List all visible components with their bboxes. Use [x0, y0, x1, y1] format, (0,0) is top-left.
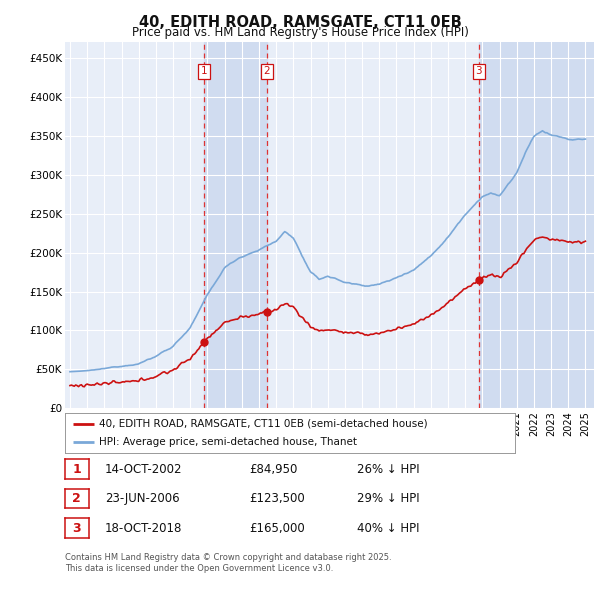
Text: 1: 1: [73, 463, 81, 476]
Bar: [204, 42, 267, 408]
Text: 18-OCT-2018: 18-OCT-2018: [105, 522, 182, 535]
Text: Contains HM Land Registry data © Crown copyright and database right 2025.
This d: Contains HM Land Registry data © Crown c…: [65, 553, 391, 573]
Text: 1: 1: [200, 66, 207, 76]
Text: 2: 2: [264, 66, 271, 76]
Text: £84,950: £84,950: [249, 463, 298, 476]
Text: 3: 3: [73, 522, 81, 535]
Text: 40, EDITH ROAD, RAMSGATE, CT11 0EB: 40, EDITH ROAD, RAMSGATE, CT11 0EB: [139, 15, 461, 30]
Bar: [479, 42, 594, 408]
Text: 29% ↓ HPI: 29% ↓ HPI: [357, 492, 419, 505]
Text: £123,500: £123,500: [249, 492, 305, 505]
Text: Price paid vs. HM Land Registry's House Price Index (HPI): Price paid vs. HM Land Registry's House …: [131, 26, 469, 39]
Text: 3: 3: [475, 66, 482, 76]
Text: 14-OCT-2002: 14-OCT-2002: [105, 463, 182, 476]
Text: 26% ↓ HPI: 26% ↓ HPI: [357, 463, 419, 476]
Text: 23-JUN-2006: 23-JUN-2006: [105, 492, 179, 505]
Text: £165,000: £165,000: [249, 522, 305, 535]
Text: 40, EDITH ROAD, RAMSGATE, CT11 0EB (semi-detached house): 40, EDITH ROAD, RAMSGATE, CT11 0EB (semi…: [98, 419, 427, 429]
Text: HPI: Average price, semi-detached house, Thanet: HPI: Average price, semi-detached house,…: [98, 437, 356, 447]
Text: 2: 2: [73, 492, 81, 505]
Text: 40% ↓ HPI: 40% ↓ HPI: [357, 522, 419, 535]
